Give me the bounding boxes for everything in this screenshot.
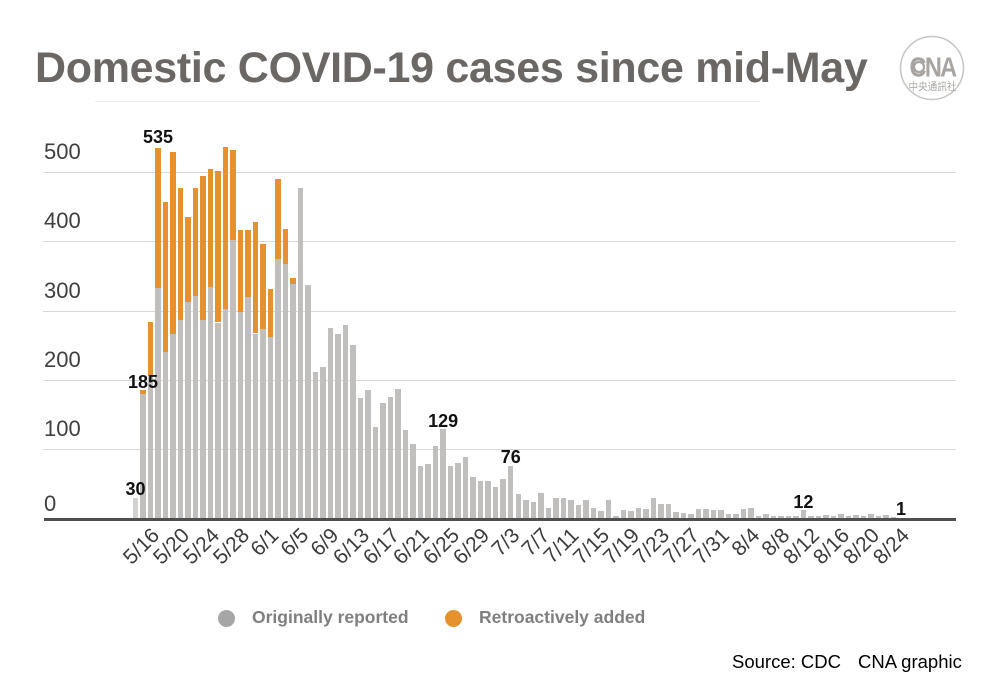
svg-text:中央通訊社: 中央通訊社 (909, 80, 957, 93)
